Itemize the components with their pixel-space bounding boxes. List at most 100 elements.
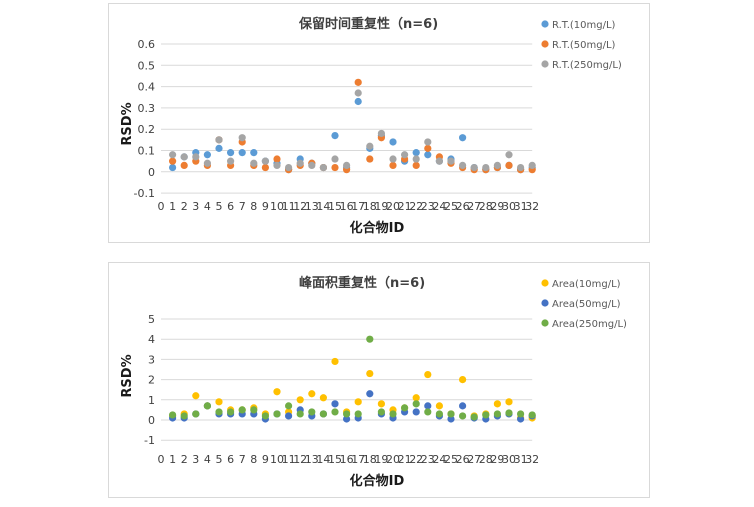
area-point-area-50mg-l- xyxy=(412,408,420,416)
rt-x-tick-label: 11 xyxy=(282,200,296,213)
rt-x-tick-label: 2 xyxy=(181,200,188,213)
rt-point-r-t-250mg-l- xyxy=(250,159,258,167)
rt-y-tick-label: 0.1 xyxy=(138,145,156,158)
rt-x-tick-label: 15 xyxy=(328,200,342,213)
area-legend-marker xyxy=(541,319,549,327)
area-point-area-10mg-l- xyxy=(192,392,200,400)
area-point-area-250mg-l- xyxy=(296,410,304,418)
rt-point-r-t-250mg-l- xyxy=(470,163,478,172)
rt-point-r-t-250mg-l- xyxy=(447,157,455,165)
rt-x-tick-label: 23 xyxy=(421,200,435,213)
rt-x-tick-label: 20 xyxy=(386,200,400,213)
rt-point-r-t-250mg-l- xyxy=(238,134,246,142)
area-point-area-250mg-l- xyxy=(493,410,501,418)
rt-point-r-t-10mg-l- xyxy=(169,163,177,172)
area-point-area-250mg-l- xyxy=(273,410,281,418)
area-x-tick-label: 19 xyxy=(374,453,388,466)
area-point-area-250mg-l- xyxy=(412,400,420,408)
area-point-area-250mg-l- xyxy=(331,408,339,416)
rt-y-axis-label: RSD% xyxy=(120,102,135,145)
rt-point-r-t-10mg-l- xyxy=(331,131,339,140)
area-point-area-250mg-l- xyxy=(308,408,316,416)
area-x-tick-label: 29 xyxy=(490,453,504,466)
area-x-tick-label: 1 xyxy=(169,453,176,466)
area-x-tick-label: 23 xyxy=(421,453,435,466)
rt-x-axis-label: 化合物ID xyxy=(350,220,405,236)
rt-point-r-t-50mg-l- xyxy=(180,161,188,170)
chart-panel-retention-time: 保留时间重复性（n=6) RSD% 化合物ID 0.6 0.5 0.4 0.3 0.2 0… xyxy=(108,3,650,243)
area-point-area-50mg-l- xyxy=(447,415,455,423)
area-x-tick-label: 0 xyxy=(158,453,165,466)
rt-legend-marker xyxy=(541,40,549,48)
rt-point-r-t-50mg-l- xyxy=(424,144,432,152)
area-x-tick-label: 17 xyxy=(351,453,365,466)
rt-x-tick-label: 18 xyxy=(363,200,377,213)
rt-x-tick-label: 21 xyxy=(398,200,412,213)
area-point-area-250mg-l- xyxy=(389,410,397,418)
area-y-tick-label: 1 xyxy=(148,394,155,407)
rt-point-r-t-10mg-l- xyxy=(203,151,211,159)
rt-point-r-t-250mg-l- xyxy=(401,151,409,159)
rt-point-r-t-250mg-l- xyxy=(343,161,351,170)
rt-point-r-t-250mg-l- xyxy=(285,163,293,172)
area-point-area-10mg-l- xyxy=(215,398,223,406)
rt-y-tick-label: 0.2 xyxy=(138,123,156,136)
rt-legend-label: R.T.(50mg/L) xyxy=(552,40,616,51)
area-point-area-250mg-l- xyxy=(354,410,362,418)
area-point-area-250mg-l- xyxy=(227,408,235,416)
rt-point-r-t-250mg-l- xyxy=(203,159,211,167)
area-x-tick-label: 30 xyxy=(502,453,516,466)
rt-point-r-t-250mg-l- xyxy=(169,151,177,159)
rt-point-r-t-10mg-l- xyxy=(424,151,432,159)
area-point-area-250mg-l- xyxy=(470,413,478,421)
rt-x-tick-label: 30 xyxy=(502,200,516,213)
rt-x-tick-label: 3 xyxy=(192,200,199,213)
chart-panel-peak-area: 峰面积重复性（n=6) RSD% 化合物ID 5 4 3 2 1 0 -1 0 1 2 3 4 5 6 7 8… xyxy=(108,262,650,498)
area-point-area-50mg-l- xyxy=(424,402,432,410)
rt-x-tick-label: 17 xyxy=(351,200,365,213)
rt-point-r-t-10mg-l- xyxy=(250,149,258,157)
rt-point-r-t-50mg-l- xyxy=(389,161,397,170)
rt-point-r-t-10mg-l- xyxy=(412,149,420,157)
area-x-tick-label: 15 xyxy=(328,453,342,466)
rt-point-r-t-250mg-l- xyxy=(215,136,223,144)
rt-x-tick-label: 8 xyxy=(250,200,257,213)
area-legend-label: Area(50mg/L) xyxy=(552,299,621,310)
area-y-axis-label: RSD% xyxy=(120,354,135,397)
area-legend-marker xyxy=(541,299,549,307)
rt-point-r-t-250mg-l- xyxy=(493,161,501,170)
area-point-area-10mg-l- xyxy=(424,370,432,379)
area-point-area-250mg-l- xyxy=(285,402,293,410)
area-point-area-250mg-l- xyxy=(377,408,385,416)
area-point-area-10mg-l- xyxy=(493,400,501,408)
rt-point-r-t-10mg-l- xyxy=(238,149,246,157)
rt-y-tick-label: 0.3 xyxy=(138,102,156,115)
rt-point-r-t-250mg-l- xyxy=(261,157,269,165)
rt-point-r-t-10mg-l- xyxy=(215,144,223,152)
area-point-area-50mg-l- xyxy=(459,402,467,410)
area-legend-marker xyxy=(541,279,549,287)
area-point-area-50mg-l- xyxy=(343,415,351,423)
rt-point-r-t-50mg-l- xyxy=(412,161,420,170)
area-point-area-10mg-l- xyxy=(331,357,339,366)
area-x-tick-label: 24 xyxy=(432,453,446,466)
area-x-tick-label: 14 xyxy=(316,453,330,466)
area-x-tick-label: 9 xyxy=(262,453,269,466)
rt-point-r-t-250mg-l- xyxy=(354,89,362,97)
rt-x-tick-label: 25 xyxy=(444,200,458,213)
area-point-area-10mg-l- xyxy=(308,390,316,398)
rt-x-tick-label: 1 xyxy=(169,200,176,213)
rt-point-r-t-250mg-l- xyxy=(296,159,304,167)
area-x-tick-label: 7 xyxy=(239,453,246,466)
area-x-tick-label: 26 xyxy=(456,453,470,466)
rt-x-tick-label: 12 xyxy=(293,200,307,213)
rt-x-tick-label: 9 xyxy=(262,200,269,213)
area-point-area-10mg-l- xyxy=(435,402,443,410)
rt-point-r-t-250mg-l- xyxy=(424,138,432,146)
rt-point-r-t-10mg-l- xyxy=(227,149,235,157)
area-x-tick-label: 8 xyxy=(250,453,257,466)
rt-point-r-t-50mg-l- xyxy=(505,161,513,170)
rt-point-r-t-250mg-l- xyxy=(319,163,327,172)
rt-point-r-t-250mg-l- xyxy=(192,153,200,161)
